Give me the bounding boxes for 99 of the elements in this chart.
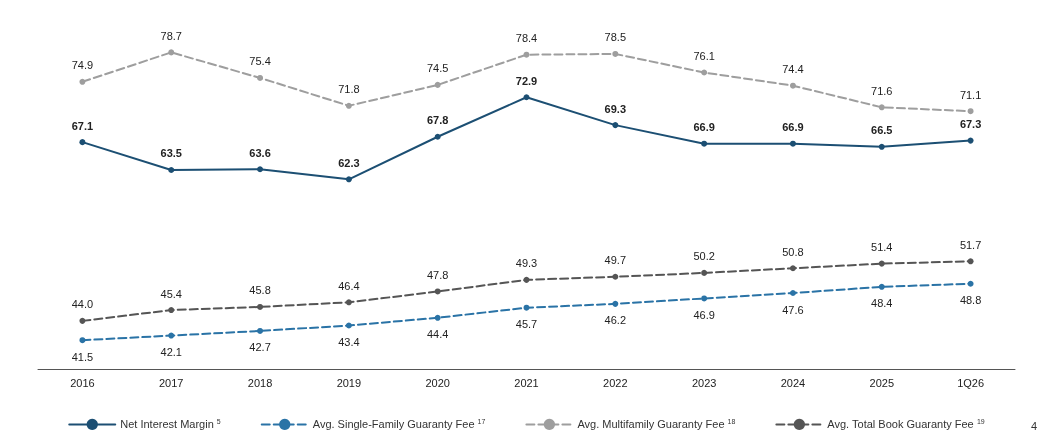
data-label: 49.7 [604,254,627,267]
point [257,303,264,310]
data-label: 78.5 [604,31,627,44]
point [257,166,264,173]
x-tick-label: 2016 [70,376,95,389]
point [967,137,974,144]
x-tick-label: 2022 [603,376,628,389]
data-label: 47.8 [426,268,449,281]
point [523,51,530,58]
point [612,122,619,129]
data-label: 50.2 [693,250,715,263]
data-label: 49.3 [515,257,538,270]
data-label: 44.0 [71,298,94,311]
point [878,260,885,267]
x-tick-label: 2025 [869,376,895,389]
point [168,332,175,339]
point [701,269,708,276]
data-label: 51.4 [871,241,893,254]
data-label: 43.4 [338,336,360,349]
data-label: 46.9 [693,308,715,321]
point [434,314,441,321]
data-label: 74.4 [782,63,804,76]
data-label: 41.5 [71,350,94,363]
data-label: 44.4 [426,328,449,341]
data-label: 46.2 [604,314,627,327]
data-label: 72.9 [515,74,538,87]
data-label: 66.9 [782,121,804,134]
x-tick-label: 2021 [514,376,539,389]
point [345,102,352,109]
point [967,280,974,287]
data-label: 45.7 [515,318,538,331]
x-tick-label: 2020 [425,376,450,389]
point [523,276,530,283]
data-label: 71.6 [871,84,893,97]
point [345,176,352,183]
x-tick-label: 1Q26 [957,376,985,389]
data-label: 71.1 [959,88,982,101]
data-label: 50.8 [782,245,804,258]
point [345,299,352,306]
point [878,104,885,111]
point [79,317,86,324]
data-label: 75.4 [249,55,271,68]
point [168,167,175,173]
x-tick-label: 2017 [158,376,184,389]
point [789,290,796,297]
data-label: 46.4 [338,279,360,292]
point [168,49,175,56]
point [878,143,885,150]
data-label: 66.5 [871,124,893,137]
point [789,140,796,147]
data-label: 74.9 [71,59,94,72]
point [612,50,619,57]
data-label: 48.8 [959,294,982,307]
x-tick-label: 2023 [691,376,717,389]
point [967,108,974,115]
data-label: 76.1 [693,50,715,63]
data-label: 42.1 [160,346,182,359]
point [168,307,175,314]
data-label: 47.6 [782,303,804,316]
x-tick-label: 2018 [247,376,273,389]
data-label: 67.8 [426,114,449,127]
data-label: 71.8 [338,83,360,96]
point [257,327,264,334]
point [523,94,530,101]
data-label: 74.5 [426,62,449,75]
point [612,300,619,307]
data-label: 45.4 [160,287,182,300]
data-label: 67.1 [71,119,94,132]
data-label: 48.4 [871,297,893,310]
point [345,322,352,329]
point [701,295,708,302]
point [79,78,86,85]
point [967,258,974,265]
data-label: 42.7 [249,341,271,354]
data-label: 78.7 [160,29,182,42]
point [79,337,86,344]
point [79,139,86,146]
point [701,140,708,147]
point [789,265,796,272]
point [789,82,796,89]
point [701,69,708,76]
data-label: 78.4 [515,32,538,45]
point [434,81,441,88]
data-label: 63.6 [249,146,271,159]
data-label: 66.9 [693,121,715,134]
point [523,304,530,311]
point [257,74,264,81]
x-tick-label: 2024 [780,376,806,389]
text: 4 [1030,419,1038,432]
x-tick-label: 2019 [336,376,362,389]
point [878,283,885,290]
data-label: 62.3 [338,156,360,169]
point [434,133,441,140]
data-label: 69.3 [604,102,627,115]
data-label: 67.3 [959,118,982,131]
data-label: 51.7 [959,238,982,251]
point [612,273,619,280]
data-label: 45.8 [249,284,271,297]
data-label: 63.5 [160,147,182,160]
